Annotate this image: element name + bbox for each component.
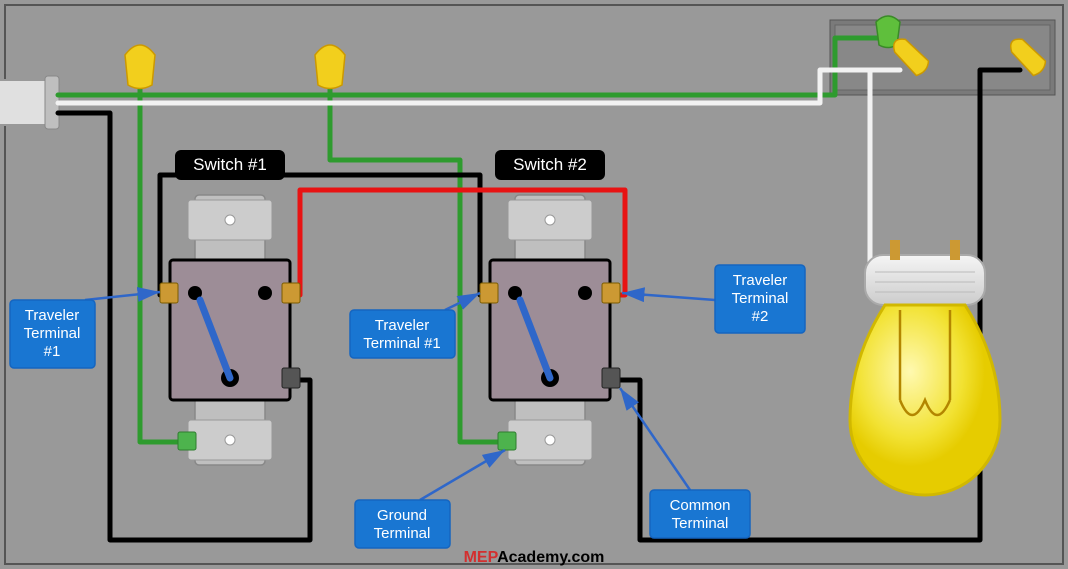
wiring-diagram: Switch #1 Switch #2: [0, 0, 1068, 569]
wire-nut-yellow-1: [125, 45, 155, 89]
ground-wire: [135, 80, 330, 95]
sw2-common-screw: [602, 368, 620, 388]
ground-drop-sw2: [330, 95, 510, 442]
svg-text:#2: #2: [752, 308, 769, 325]
neutral-to-bulb: [870, 70, 895, 262]
svg-text:Traveler: Traveler: [733, 272, 787, 289]
wire-nut-yellow-2: [315, 45, 345, 89]
ground-wire: [325, 38, 880, 95]
svg-text:Terminal: Terminal: [24, 325, 81, 342]
switch-1-label: Switch #1: [193, 155, 267, 174]
sw1-common-screw: [282, 368, 300, 388]
label-traveler-2-sw2: Traveler Terminal #2: [622, 265, 805, 333]
conduit: [0, 76, 60, 129]
svg-text:Common: Common: [670, 497, 731, 514]
svg-text:Terminal #1: Terminal #1: [363, 335, 441, 352]
light-bulb: [850, 240, 1000, 495]
svg-text:Traveler: Traveler: [375, 317, 429, 334]
label-ground-terminal: Ground Terminal: [355, 450, 505, 548]
neutral-wire: [58, 70, 900, 103]
sw2-traveler-1-screw: [480, 283, 498, 303]
svg-text:Traveler: Traveler: [25, 307, 79, 324]
load-to-bulb: [955, 95, 980, 262]
svg-text:Ground: Ground: [377, 507, 427, 524]
svg-text:Terminal: Terminal: [374, 525, 431, 542]
svg-text:#1: #1: [44, 343, 61, 360]
svg-text:Terminal: Terminal: [672, 515, 729, 532]
svg-text:Terminal: Terminal: [732, 290, 789, 307]
sw2-ground-screw: [498, 432, 516, 450]
switch-2-label: Switch #2: [513, 155, 587, 174]
sw1-traveler-1-screw: [160, 283, 178, 303]
switch-1: Switch #1: [160, 150, 300, 465]
sw1-traveler-2-screw: [282, 283, 300, 303]
watermark: MEPAcademy.com: [464, 549, 605, 566]
switch-2: Switch #2: [480, 150, 620, 465]
sw2-traveler-2-screw: [602, 283, 620, 303]
sw1-ground-screw: [178, 432, 196, 450]
